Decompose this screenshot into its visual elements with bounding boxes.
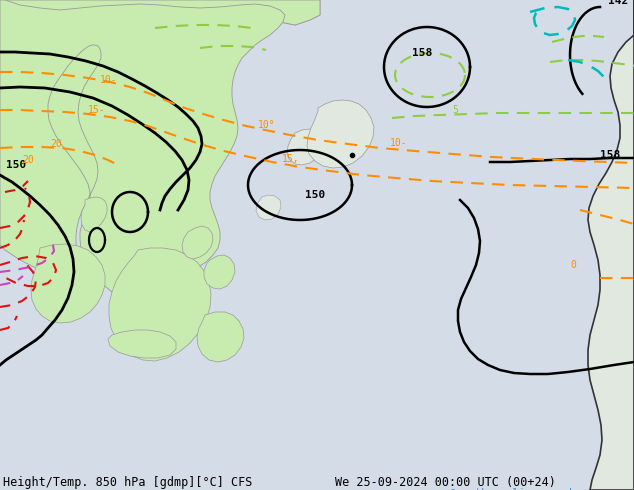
Text: 150: 150 bbox=[6, 160, 26, 170]
Polygon shape bbox=[31, 244, 105, 323]
Text: 20: 20 bbox=[22, 155, 34, 165]
Text: 158: 158 bbox=[600, 150, 620, 160]
Polygon shape bbox=[287, 129, 324, 165]
Polygon shape bbox=[588, 0, 634, 490]
Text: 10°: 10° bbox=[258, 120, 276, 130]
Text: 20: 20 bbox=[50, 139, 61, 149]
Text: 0: 0 bbox=[570, 260, 576, 270]
Polygon shape bbox=[0, 0, 320, 190]
Text: 15-: 15- bbox=[88, 105, 106, 115]
Text: Height/Temp. 850 hPa [gdmp][°C] CFS: Height/Temp. 850 hPa [gdmp][°C] CFS bbox=[3, 476, 252, 489]
Polygon shape bbox=[0, 68, 73, 245]
Polygon shape bbox=[256, 195, 281, 220]
Polygon shape bbox=[182, 226, 213, 259]
Polygon shape bbox=[0, 0, 285, 299]
Polygon shape bbox=[109, 248, 211, 361]
Text: 10-: 10- bbox=[100, 75, 118, 85]
Polygon shape bbox=[204, 255, 235, 289]
Polygon shape bbox=[0, 0, 320, 245]
Text: 142: 142 bbox=[608, 0, 628, 6]
Polygon shape bbox=[197, 312, 244, 362]
Text: 10-: 10- bbox=[390, 138, 408, 148]
Text: We 25-09-2024 00:00 UTC (00+24): We 25-09-2024 00:00 UTC (00+24) bbox=[335, 476, 556, 489]
Text: ©weatheronline.co.uk: ©weatheronline.co.uk bbox=[450, 488, 575, 490]
Polygon shape bbox=[307, 100, 374, 168]
Polygon shape bbox=[81, 197, 107, 232]
Text: 5: 5 bbox=[452, 105, 458, 115]
Text: 150: 150 bbox=[305, 190, 325, 200]
Text: 15,: 15, bbox=[282, 154, 300, 164]
Text: 158: 158 bbox=[412, 48, 432, 58]
Polygon shape bbox=[108, 330, 176, 358]
